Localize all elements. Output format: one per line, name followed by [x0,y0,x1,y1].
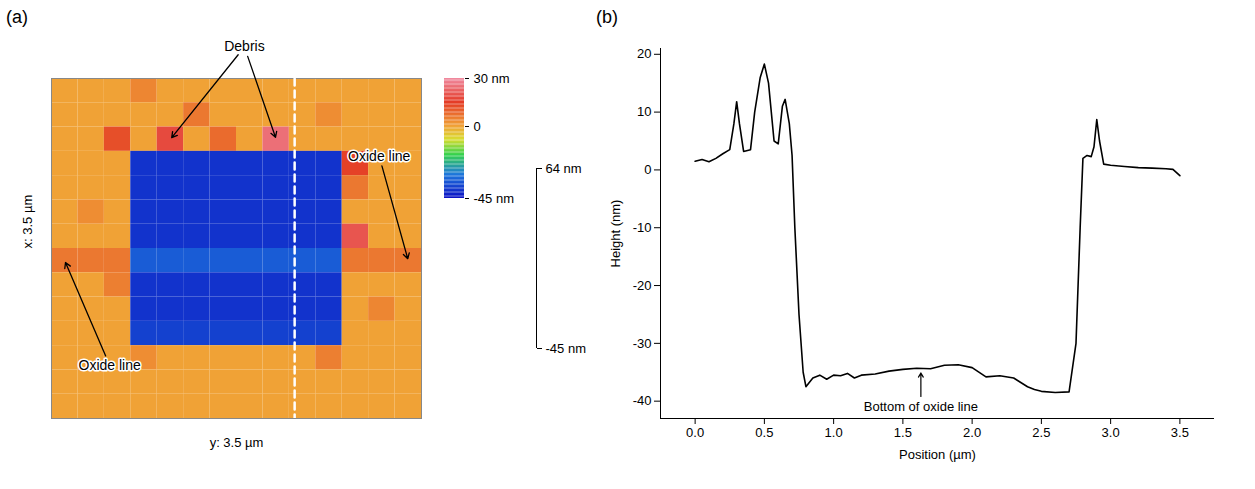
svg-text:0: 0 [474,119,481,134]
html-text:(a): (a) [6,7,28,27]
svg-text:Oxide line: Oxide line [348,148,410,164]
svg-text:Height (nm): Height (nm) [608,200,623,268]
svg-text:3.0: 3.0 [1102,425,1120,440]
svg-text:Position (µm): Position (µm) [899,447,976,462]
svg-text:-20: -20 [633,278,652,293]
html-text:(b): (b) [596,7,618,27]
svg-text:1.0: 1.0 [825,425,843,440]
svg-text:0: 0 [644,162,651,177]
svg-text:Bottom of oxide line: Bottom of oxide line [864,399,978,414]
svg-text:3.5: 3.5 [1171,425,1189,440]
svg-text:2.5: 2.5 [1032,425,1050,440]
svg-text:Debris: Debris [224,38,264,54]
svg-text:-45 nm: -45 nm [474,191,514,206]
svg-text:2.0: 2.0 [963,425,981,440]
svg-text:0.5: 0.5 [755,425,773,440]
svg-text:x: 3.5 µm: x: 3.5 µm [20,195,35,249]
svg-text:-45 nm: -45 nm [546,341,586,356]
svg-text:-10: -10 [633,220,652,235]
svg-text:y: 3.5 µm: y: 3.5 µm [210,435,264,450]
svg-text:30 nm: 30 nm [474,71,510,86]
svg-text:20: 20 [637,46,651,61]
svg-text:64 nm: 64 nm [546,161,582,176]
svg-text:-30: -30 [633,336,652,351]
svg-text:-40: -40 [633,393,652,408]
svg-text:0.0: 0.0 [686,425,704,440]
svg-text:1.5: 1.5 [894,425,912,440]
svg-text:10: 10 [637,104,651,119]
svg-text:Oxide line: Oxide line [79,357,141,373]
